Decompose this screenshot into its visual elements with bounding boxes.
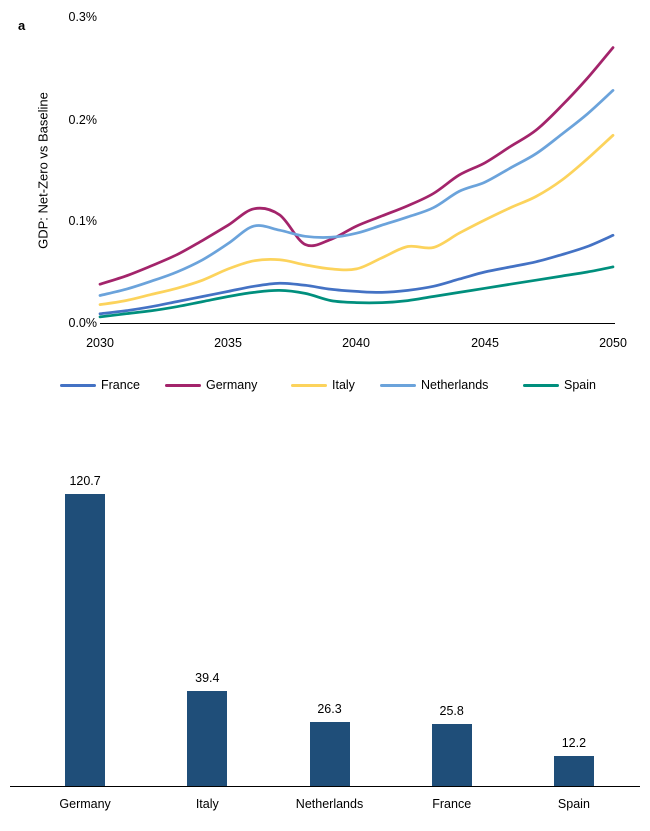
legend-item-italy: Italy	[291, 377, 355, 393]
bar-col-france: 25.8	[391, 704, 513, 786]
cat-label-netherlands: Netherlands	[295, 797, 364, 811]
x-tick-2050: 2050	[599, 336, 627, 350]
legend-label-germany: Germany	[206, 378, 258, 392]
x-tick-2045: 2045	[471, 336, 499, 350]
cat-label-germany: Germany	[59, 797, 111, 811]
legend-label-france: France	[101, 378, 140, 392]
bar-germany	[65, 494, 106, 786]
italy-line-swatch	[291, 383, 327, 387]
bar-chart-x-axis	[10, 786, 640, 787]
legend-item-netherlands: Netherlands	[380, 377, 488, 393]
line-chart-y-axis-title: GDP: Net-Zero vs Baseline	[35, 92, 51, 249]
x-tick-2040: 2040	[342, 336, 370, 350]
netherlands-line-swatch	[380, 383, 416, 387]
bar-value-france: 25.8	[439, 704, 464, 718]
x-tick-2030: 2030	[86, 336, 114, 350]
bar-value-italy: 39.4	[195, 671, 220, 685]
bar-col-netherlands: 26.3	[268, 702, 390, 786]
germany-line-swatch	[165, 383, 201, 387]
line-chart-plot	[98, 46, 615, 324]
line-germany	[98, 46, 615, 286]
legend-item-spain: Spain	[523, 377, 596, 393]
line-italy	[98, 133, 615, 306]
bar-italy	[187, 691, 228, 786]
cat-label-italy: Italy	[195, 797, 219, 811]
bar-value-spain: 12.2	[561, 736, 587, 750]
line-netherlands	[98, 89, 615, 297]
bar-france	[431, 724, 472, 786]
bar-spain	[553, 756, 594, 786]
y-tick-0.3: 0.3%	[68, 10, 98, 24]
cat-label-spain: Spain	[557, 797, 590, 811]
legend-item-germany: Germany	[165, 377, 257, 393]
y-tick-0.1: 0.1%	[68, 214, 98, 228]
bar-col-spain: 12.2	[513, 736, 635, 786]
legend-label-netherlands: Netherlands	[421, 378, 489, 392]
line-france	[98, 233, 615, 316]
bar-netherlands	[309, 722, 350, 786]
x-tick-2035: 2035	[214, 336, 242, 350]
y-tick-0.0: 0.0%	[68, 316, 98, 330]
spain-line-swatch	[523, 383, 559, 387]
cat-label-france: France	[432, 797, 472, 811]
legend-label-italy: Italy	[332, 378, 355, 392]
line-spain	[98, 265, 615, 319]
legend-label-spain: Spain	[564, 378, 596, 392]
legend-item-france: France	[60, 377, 140, 393]
bar-chart-category-labels: Germany Italy Netherlands France Spain	[24, 797, 635, 811]
panel-label-a: a	[18, 18, 26, 33]
france-line-swatch	[60, 383, 96, 387]
bar-value-netherlands: 26.3	[317, 702, 342, 716]
bar-value-germany: 120.7	[69, 474, 101, 488]
bar-col-germany: 120.7	[24, 474, 146, 786]
y-tick-0.2: 0.2%	[68, 113, 98, 127]
bar-col-italy: 39.4	[146, 671, 268, 786]
bar-chart: 120.7 39.4 26.3 25.8 12.2	[24, 474, 635, 786]
